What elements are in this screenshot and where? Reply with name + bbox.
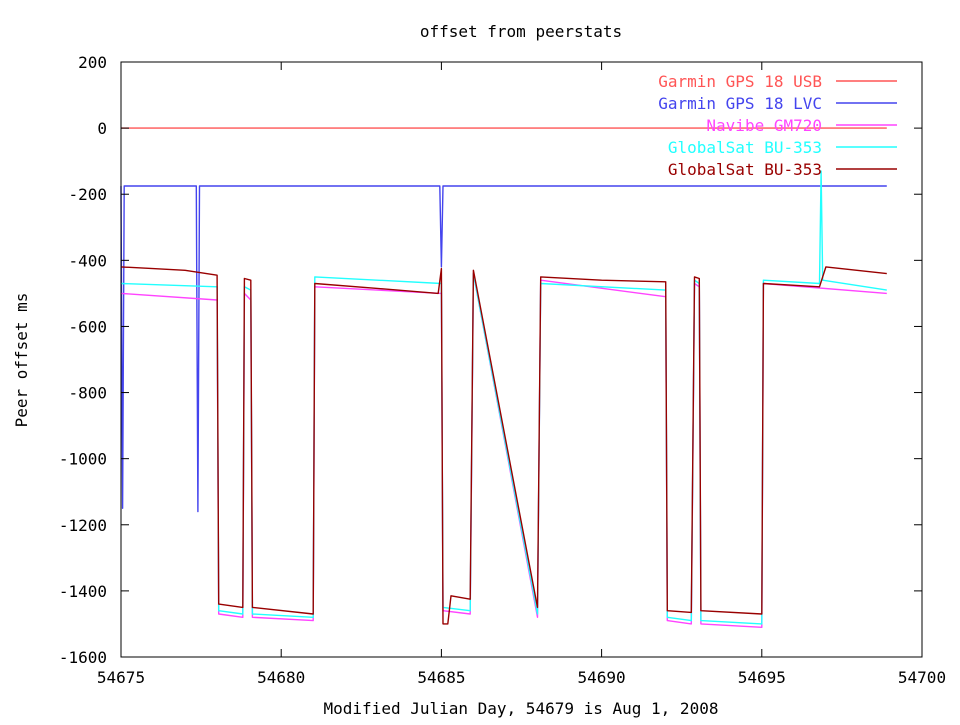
legend-label-2: Garmin GPS 18 LVC xyxy=(658,94,822,113)
x-tick-label: 54695 xyxy=(738,668,786,687)
y-tick-label: -1200 xyxy=(59,516,107,535)
x-tick-label: 54680 xyxy=(257,668,305,687)
series-layer xyxy=(120,127,887,628)
x-tick-label: 54685 xyxy=(417,668,465,687)
y-tick-label: 200 xyxy=(78,53,107,72)
plot-frame xyxy=(120,61,923,658)
series-line-2 xyxy=(120,185,887,513)
y-tick-label: -800 xyxy=(68,384,107,403)
x-tick-label: 54700 xyxy=(898,668,946,687)
y-axis-label: Peer offset ms xyxy=(12,293,31,428)
legend-label-4: GlobalSat BU-353 xyxy=(668,138,822,157)
x-tick-label: 54675 xyxy=(97,668,145,687)
legend-label-3: Navibe GM720 xyxy=(706,116,822,135)
y-tick-label: -600 xyxy=(68,317,107,336)
x-tick-label: 54690 xyxy=(578,668,626,687)
y-tick-label: -1600 xyxy=(59,648,107,667)
x-axis-label: Modified Julian Day, 54679 is Aug 1, 200… xyxy=(324,699,719,718)
y-tick-label: -1400 xyxy=(59,582,107,601)
legend-label-1: Garmin GPS 18 USB xyxy=(658,72,822,91)
y-tick-label: -1000 xyxy=(59,450,107,469)
series-line-5 xyxy=(120,266,887,625)
y-tick-label: -200 xyxy=(68,185,107,204)
chart-title: offset from peerstats xyxy=(420,22,622,41)
legend-label-5: GlobalSat BU-353 xyxy=(668,160,822,179)
y-tick-label: -400 xyxy=(68,251,107,270)
axis-layer: 54675 54680 54685 54690 54695 54700 200 0 -200 -4… xyxy=(59,53,946,687)
legend: Garmin GPS 18 USB Garmin GPS 18 LVC Navibe… xyxy=(658,72,897,179)
y-tick-label: 0 xyxy=(97,119,107,138)
